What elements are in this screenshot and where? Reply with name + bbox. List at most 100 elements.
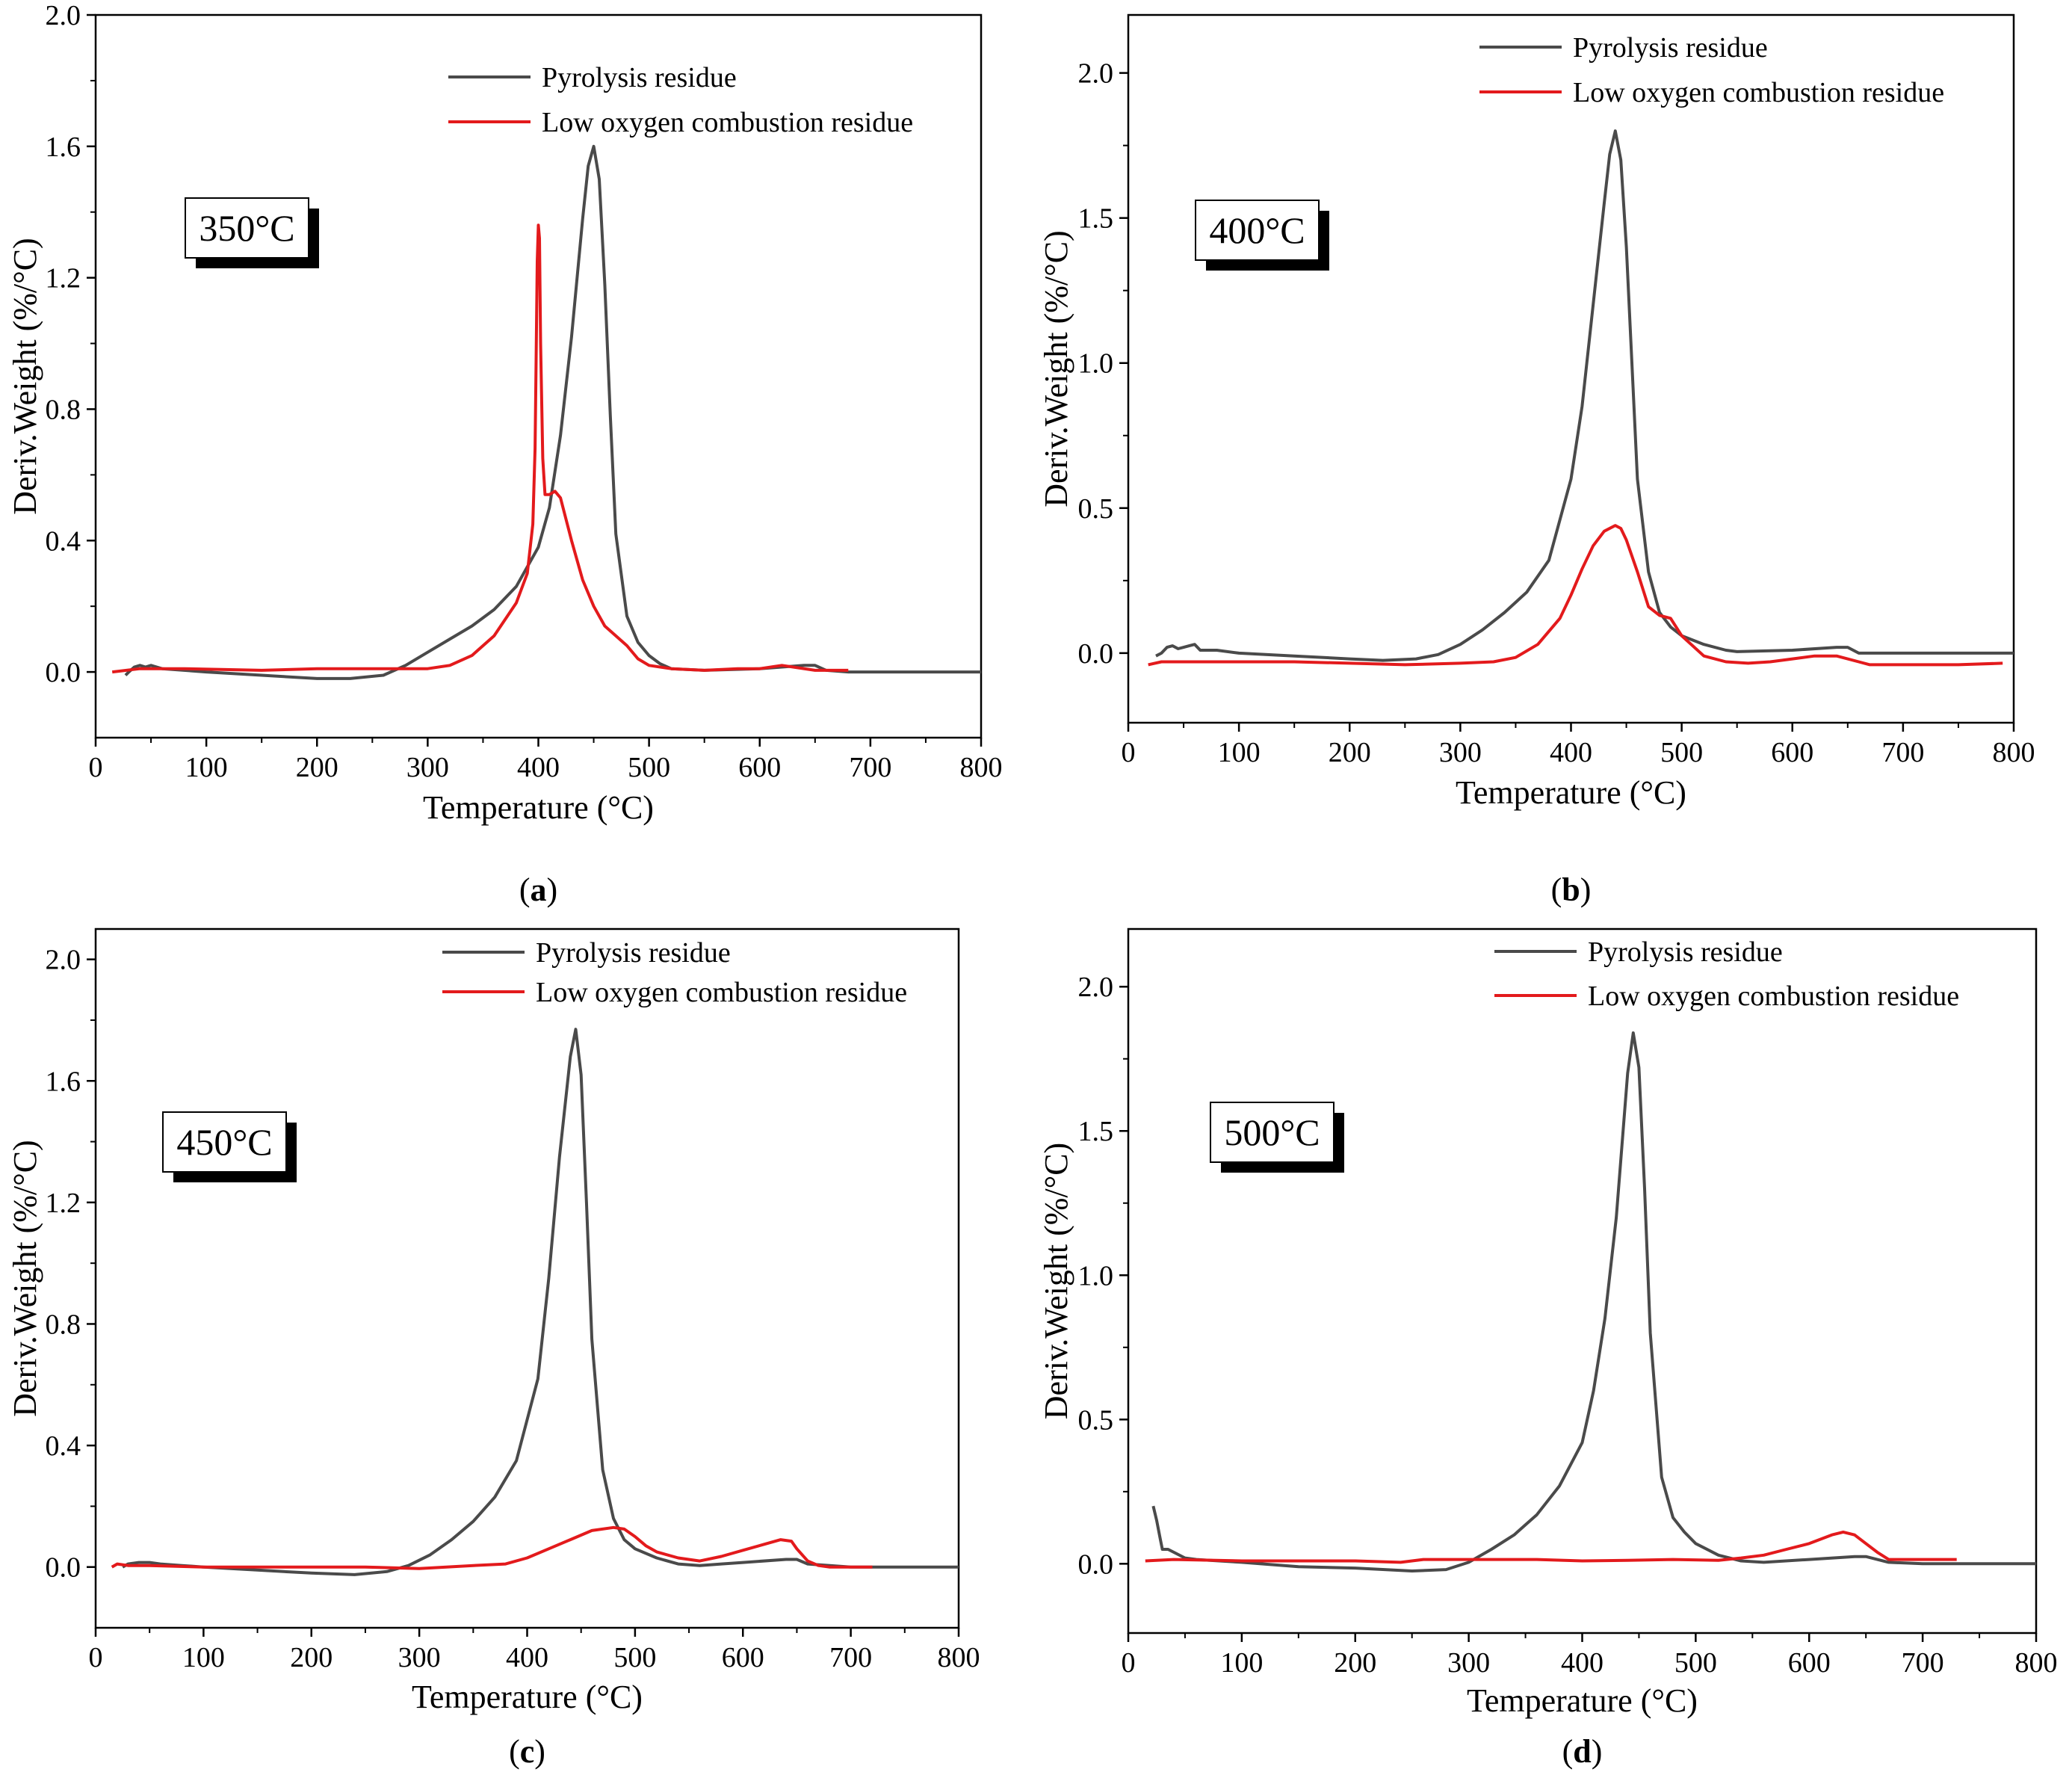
x-tick-label: 200 xyxy=(290,1642,333,1673)
x-axis-title: Temperature (°C) xyxy=(1467,1682,1698,1719)
temperature-tag: 450°C xyxy=(176,1121,272,1163)
x-tick-label: 300 xyxy=(398,1642,441,1673)
x-axis-title: Temperature (°C) xyxy=(423,789,654,826)
x-tick-label: 800 xyxy=(938,1642,980,1673)
y-tick-label: 2.0 xyxy=(46,0,81,31)
temperature-tag: 500°C xyxy=(1224,1111,1320,1153)
y-tick-label: 0.5 xyxy=(1078,493,1114,525)
x-tick-label: 200 xyxy=(296,752,338,783)
series-line-pyrolysis xyxy=(122,1028,959,1576)
y-tick-label: 0.0 xyxy=(46,657,81,688)
legend-label: Low oxygen combustion residue xyxy=(536,977,907,1008)
y-tick-label: 0.8 xyxy=(46,1309,81,1340)
x-tick-label: 800 xyxy=(2015,1647,2058,1679)
y-tick-label: 1.6 xyxy=(46,132,81,163)
y-tick-label: 1.0 xyxy=(1078,1260,1114,1291)
legend-label: Pyrolysis residue xyxy=(542,62,737,93)
y-tick-label: 2.0 xyxy=(1078,972,1114,1003)
chart-panel-c: 0 100 200 300 400 500 600 700 800 0.0 0.4 0.8 1.2 1.6… xyxy=(7,927,980,1770)
x-tick-label: 600 xyxy=(722,1642,764,1673)
y-tick-label: 0.5 xyxy=(1078,1404,1114,1436)
panel-caption: (d) xyxy=(1562,1733,1603,1770)
legend-label: Low oxygen combustion residue xyxy=(1588,981,1959,1012)
panel-caption: (b) xyxy=(1551,871,1592,908)
x-tick-label: 500 xyxy=(628,752,670,783)
chart-panel-b: 0 100 200 300 400 500 600 700 800 0.0 0.5 1.0 1.5 2.0… xyxy=(1038,13,2035,908)
chart-panel-a: 0 100 200 300 400 500 600 700 800 0.0 0.4 0.8 1.2 1.6… xyxy=(7,0,1003,908)
x-tick-label: 300 xyxy=(1447,1647,1490,1679)
y-axis-title: Deriv.Weight (%/°C) xyxy=(1038,1143,1074,1419)
x-tick-label: 100 xyxy=(185,752,228,783)
temperature-tag: 350°C xyxy=(199,207,294,249)
y-tick-label: 0.0 xyxy=(1078,638,1114,670)
y-tick-label: 0.4 xyxy=(46,1430,81,1462)
y-tick-label: 2.0 xyxy=(1078,58,1114,90)
y-tick-label: 0.0 xyxy=(1078,1549,1114,1580)
x-tick-label: 800 xyxy=(960,752,1003,783)
y-axis-title: Deriv.Weight (%/°C) xyxy=(1038,230,1074,507)
temperature-tag: 400°C xyxy=(1209,209,1305,251)
y-tick-label: 1.5 xyxy=(1078,1116,1114,1147)
x-tick-label: 600 xyxy=(738,752,781,783)
y-tick-label: 0.0 xyxy=(46,1552,81,1584)
plot-frame xyxy=(94,927,960,1629)
x-tick-label: 200 xyxy=(1329,737,1371,768)
x-tick-label: 400 xyxy=(517,752,560,783)
legend-label: Pyrolysis residue xyxy=(536,937,731,969)
y-tick-label: 0.8 xyxy=(46,394,81,425)
x-tick-label: 700 xyxy=(1902,1647,1944,1679)
legend-label: Low oxygen combustion residue xyxy=(542,107,913,138)
plot-frame xyxy=(1127,927,2038,1635)
series-line-pyrolysis xyxy=(1155,129,2014,662)
x-tick-label: 100 xyxy=(1218,737,1261,768)
series-line-low-oxygen xyxy=(111,1525,873,1570)
y-axis-title: Deriv.Weight (%/°C) xyxy=(7,1140,43,1416)
temperature-tag-box xyxy=(1195,200,1320,261)
plot-frame xyxy=(1127,13,2015,724)
y-tick-label: 0.4 xyxy=(46,525,81,557)
temperature-tag-box xyxy=(185,197,309,259)
x-tick-label: 100 xyxy=(1220,1647,1263,1679)
x-tick-label: 600 xyxy=(1788,1647,1831,1679)
y-tick-label: 1.2 xyxy=(46,1188,81,1219)
x-tick-label: 600 xyxy=(1771,737,1813,768)
x-tick-label: 200 xyxy=(1334,1647,1376,1679)
y-axis-title: Deriv.Weight (%/°C) xyxy=(7,238,43,514)
panel-caption: (c) xyxy=(509,1733,545,1770)
x-tick-label: 400 xyxy=(506,1642,548,1673)
x-tick-label: 0 xyxy=(1122,737,1136,768)
x-tick-label: 400 xyxy=(1561,1647,1604,1679)
y-tick-label: 1.5 xyxy=(1078,203,1114,235)
x-tick-label: 100 xyxy=(182,1642,225,1673)
x-tick-label: 700 xyxy=(1881,737,1924,768)
x-tick-label: 400 xyxy=(1550,737,1592,768)
x-tick-label: 700 xyxy=(849,752,891,783)
x-tick-label: 300 xyxy=(406,752,449,783)
chart-panel-d: 0 100 200 300 400 500 600 700 800 0.0 0.5 1.0 1.5 2.0… xyxy=(1038,927,2058,1770)
y-tick-label: 1.0 xyxy=(1078,348,1114,380)
x-axis-title: Temperature (°C) xyxy=(1456,774,1686,811)
x-tick-label: 0 xyxy=(1122,1647,1136,1679)
legend-label: Pyrolysis residue xyxy=(1573,32,1768,64)
legend-label: Pyrolysis residue xyxy=(1588,936,1783,968)
x-tick-label: 0 xyxy=(89,1642,103,1673)
x-tick-label: 500 xyxy=(1674,1647,1717,1679)
x-tick-label: 500 xyxy=(1660,737,1703,768)
panel-caption: (a) xyxy=(519,871,557,908)
x-tick-label: 800 xyxy=(1993,737,2035,768)
x-tick-label: 0 xyxy=(89,752,103,783)
legend-label: Low oxygen combustion residue xyxy=(1573,77,1944,108)
series-line-low-oxygen xyxy=(111,223,849,674)
temperature-tag-box xyxy=(1210,1102,1335,1163)
y-tick-label: 1.2 xyxy=(46,263,81,294)
x-axis-title: Temperature (°C) xyxy=(412,1679,643,1715)
series-line-low-oxygen xyxy=(1145,1530,1957,1564)
x-tick-label: 700 xyxy=(829,1642,872,1673)
y-tick-label: 2.0 xyxy=(46,945,81,976)
x-tick-label: 300 xyxy=(1439,737,1482,768)
series-line-low-oxygen xyxy=(1148,524,2003,667)
temperature-tag-box xyxy=(162,1111,287,1173)
x-tick-label: 500 xyxy=(613,1642,656,1673)
y-tick-label: 1.6 xyxy=(46,1066,81,1097)
